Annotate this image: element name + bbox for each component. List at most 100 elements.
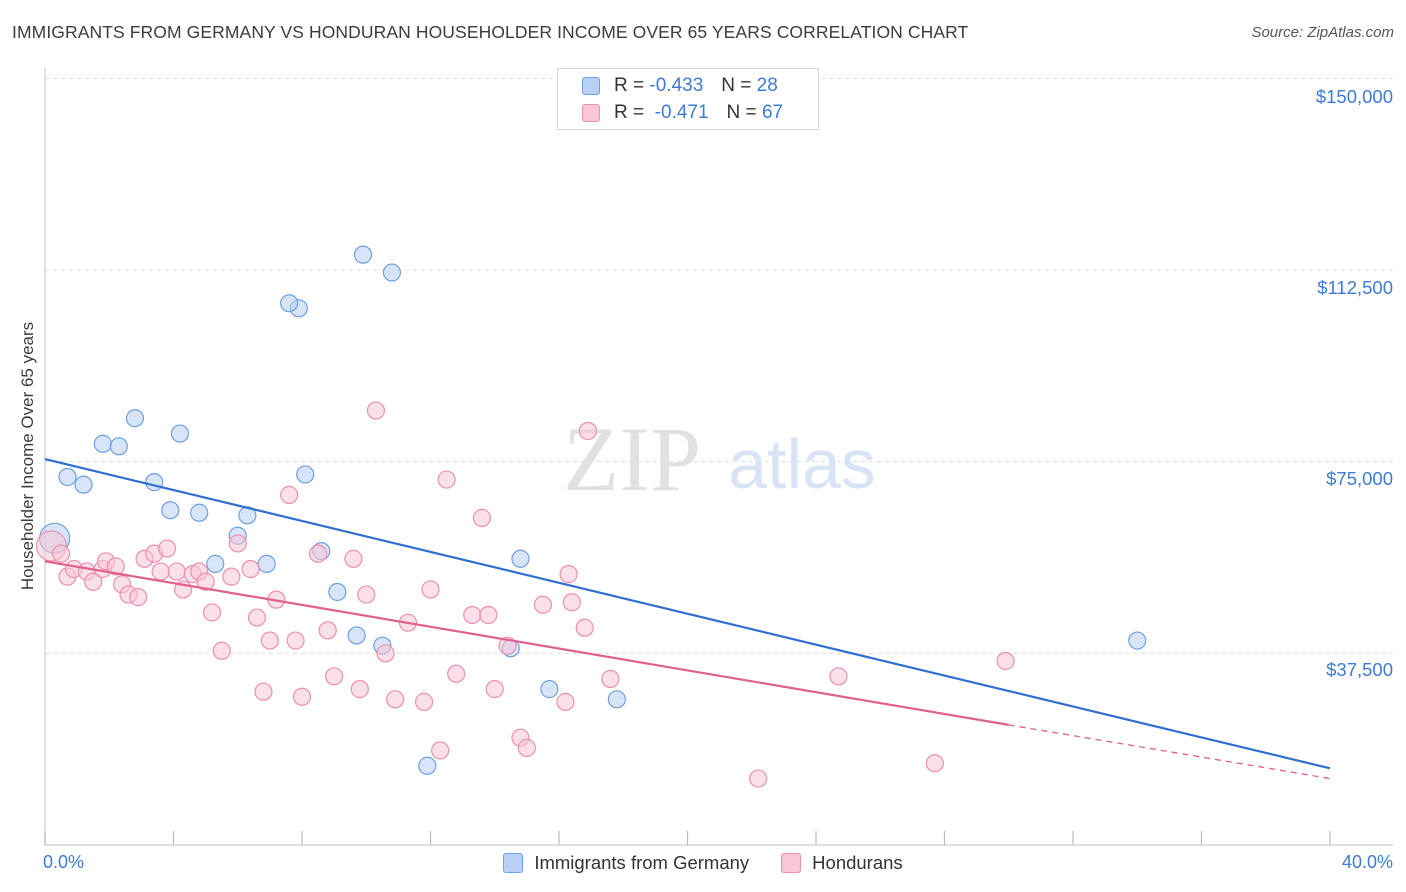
point-hondurans [106,557,125,576]
point-hondurans [485,680,504,699]
point-hondurans [437,470,456,489]
point-hondurans [129,588,148,607]
point-hondurans [344,549,363,568]
point-hondurans [578,421,598,441]
point-germany [190,503,209,522]
point-hondurans [222,567,241,586]
legend-label-germany: Immigrants from Germany [534,852,750,873]
stats-r-value-hondurans: -0.471 [654,102,709,123]
point-germany [382,263,402,282]
axes [44,68,1393,846]
point-hondurans [350,680,369,699]
point-hondurans [517,738,536,757]
point-hondurans [247,608,267,627]
point-germany [511,549,530,568]
watermark-atlas: atlas [728,425,876,503]
point-hondurans [318,621,337,640]
y-tick-label-37500: $37,500 [1326,659,1393,680]
point-hondurans [260,631,279,650]
point-hondurans [241,559,260,579]
point-hondurans [308,544,328,563]
point-germany [347,626,366,645]
point-hondurans [421,580,440,599]
point-germany [280,294,299,313]
point-hondurans [151,562,170,581]
y-tick-label-75000: $75,000 [1326,468,1393,489]
trend-extension-hondurans [1008,724,1331,780]
stats-r-label: R = [614,102,645,123]
chart-title: IMMIGRANTS FROM GERMANY VS HONDURAN HOUS… [12,22,969,42]
point-hondurans [431,741,450,760]
trend-lines [44,458,1331,780]
point-germany [58,467,77,487]
chart-source: Source: ZipAtlas.com [1251,24,1394,41]
point-hondurans [925,754,944,773]
point-hondurans [575,618,594,637]
stats-swatch-germany [582,77,600,95]
point-germany [170,424,190,443]
point-hondurans [167,562,186,581]
stats-row-hondurans: R = -0.471 N = 67 [582,100,783,126]
grid-lines [45,77,1393,654]
point-germany [125,409,145,428]
point-hondurans [556,692,575,711]
point-hondurans [472,508,491,527]
legend-swatch-hondurans [781,853,802,873]
point-hondurans [479,605,498,625]
point-hondurans [51,544,71,563]
point-hondurans [84,572,103,591]
stats-r-label: R = [614,75,645,96]
point-hondurans [414,692,434,711]
stats-swatch-hondurans [582,104,600,122]
point-germany [353,245,373,264]
point-hondurans [559,565,578,584]
point-hondurans [829,667,848,686]
point-hondurans [254,682,273,701]
stats-r-value-germany: -0.433 [649,75,704,96]
point-hondurans [157,539,177,558]
legend-swatch-germany [503,853,524,873]
point-hondurans [996,651,1015,671]
stats-n-label: N = [726,102,757,123]
point-germany [74,475,93,494]
point-hondurans [366,401,385,420]
point-germany [418,756,437,775]
stats-n-label: N = [721,75,752,96]
point-germany [161,501,180,520]
stats-row-germany: R = -0.433 N = 28 [582,73,778,99]
legend-item-germany[interactable]: Immigrants from Germany [503,852,749,874]
point-hondurans [286,631,305,650]
legend-label-hondurans: Hondurans [812,852,903,873]
point-hondurans [292,687,312,706]
point-hondurans [280,485,299,504]
trend-line-hondurans [44,560,1009,726]
point-germany [328,582,347,602]
point-hondurans [325,667,344,686]
point-hondurans [447,664,466,683]
point-germany [607,690,626,709]
legend-item-hondurans[interactable]: Hondurans [781,852,903,874]
point-hondurans [212,641,231,660]
point-hondurans [749,769,768,788]
point-germany [296,465,315,484]
point-germany [257,554,276,573]
stats-n-value-germany: 28 [756,75,778,96]
correlation-stats-box: R = -0.433 N = 28 R = -0.471 N = 67 [557,68,819,130]
y-tick-label-150000: $150,000 [1315,86,1393,107]
y-tick-label-112500: $112,500 [1317,277,1393,298]
legend: Immigrants from Germany Hondurans [0,852,1406,874]
point-germany [109,437,128,456]
point-hondurans [202,603,222,622]
stats-n-value-hondurans: 67 [761,102,784,123]
point-hondurans [463,605,482,625]
point-germany [1128,631,1147,650]
point-hondurans [562,593,581,612]
point-germany [145,473,164,492]
point-hondurans [357,585,376,604]
trend-line-germany [44,458,1331,770]
x-tick-label-max: 40.0% [1341,852,1393,872]
point-hondurans [533,595,553,614]
point-hondurans [196,572,215,591]
x-tick-label-min: 0.0% [43,852,85,872]
